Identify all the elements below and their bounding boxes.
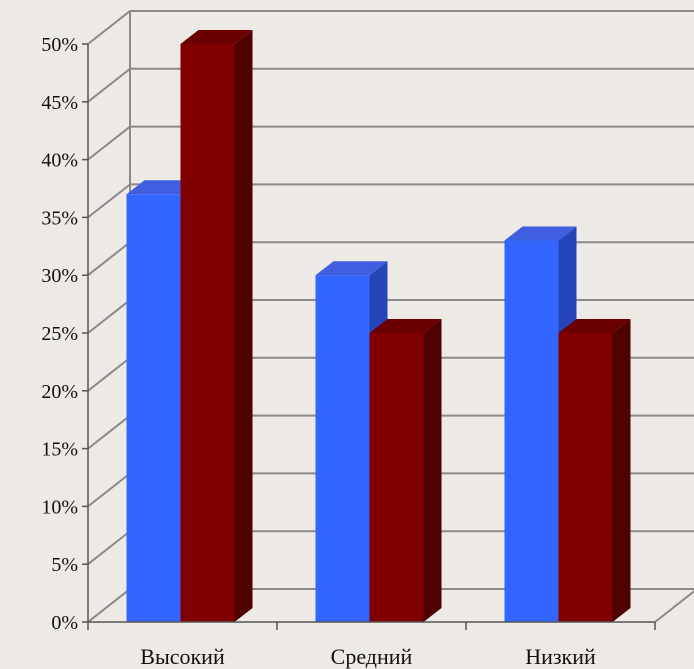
y-tick-label: 15% bbox=[41, 439, 78, 461]
x-category-label: Средний bbox=[331, 644, 413, 669]
bar-front bbox=[315, 275, 370, 622]
gridline-diagonal bbox=[87, 530, 131, 565]
gridline-diagonal bbox=[87, 472, 131, 508]
bar-side bbox=[234, 30, 253, 622]
bar-top bbox=[315, 261, 388, 276]
gridline-diagonal bbox=[87, 68, 131, 103]
y-tick-label: 40% bbox=[41, 150, 78, 172]
bar-front bbox=[504, 240, 559, 622]
y-tick-label: 35% bbox=[41, 207, 78, 229]
bar-Низкий-1 bbox=[558, 319, 631, 622]
gridline-diagonal bbox=[87, 299, 131, 334]
bar-side bbox=[612, 319, 631, 622]
gridline-diagonal bbox=[87, 125, 131, 161]
x-category-label: Высокий bbox=[140, 644, 225, 669]
bars-layer bbox=[126, 30, 631, 622]
gridline-diagonal bbox=[87, 588, 131, 623]
bar-front bbox=[126, 194, 181, 622]
x-category-label: Низкий bbox=[525, 644, 596, 669]
gridline-diagonal bbox=[87, 357, 131, 392]
bar-Высокий-1 bbox=[180, 30, 253, 622]
bar-top bbox=[558, 319, 631, 333]
bar-front bbox=[180, 44, 235, 622]
gridline-diagonal bbox=[87, 241, 131, 276]
bar-side bbox=[423, 319, 442, 622]
y-tick-label: 30% bbox=[41, 265, 78, 287]
gridline-diagonal bbox=[87, 414, 131, 450]
bar-top bbox=[504, 226, 577, 241]
y-tick-label: 10% bbox=[41, 496, 78, 518]
y-tick-label: 50% bbox=[41, 34, 78, 56]
gridline-diagonal bbox=[87, 183, 131, 219]
y-axis: 0% 5% 10% 15% 20% 25% 30% 35% 40% 45% 50% bbox=[41, 34, 89, 634]
y-tick-label: 0% bbox=[51, 612, 78, 634]
y-tick-label: 25% bbox=[41, 323, 78, 345]
x-axis: Высокий Средний Низкий bbox=[87, 621, 656, 669]
gridline-diagonal bbox=[87, 10, 131, 45]
y-tick-label: 5% bbox=[51, 554, 78, 576]
bar-top bbox=[180, 30, 253, 44]
floor-right-edge bbox=[654, 590, 694, 623]
bar-front bbox=[369, 333, 424, 622]
bar-top bbox=[369, 319, 442, 333]
bar-Средний-1 bbox=[369, 319, 442, 622]
bar-front bbox=[558, 333, 613, 622]
y-tick-label: 45% bbox=[41, 92, 78, 114]
y-tick-label: 20% bbox=[41, 381, 78, 403]
